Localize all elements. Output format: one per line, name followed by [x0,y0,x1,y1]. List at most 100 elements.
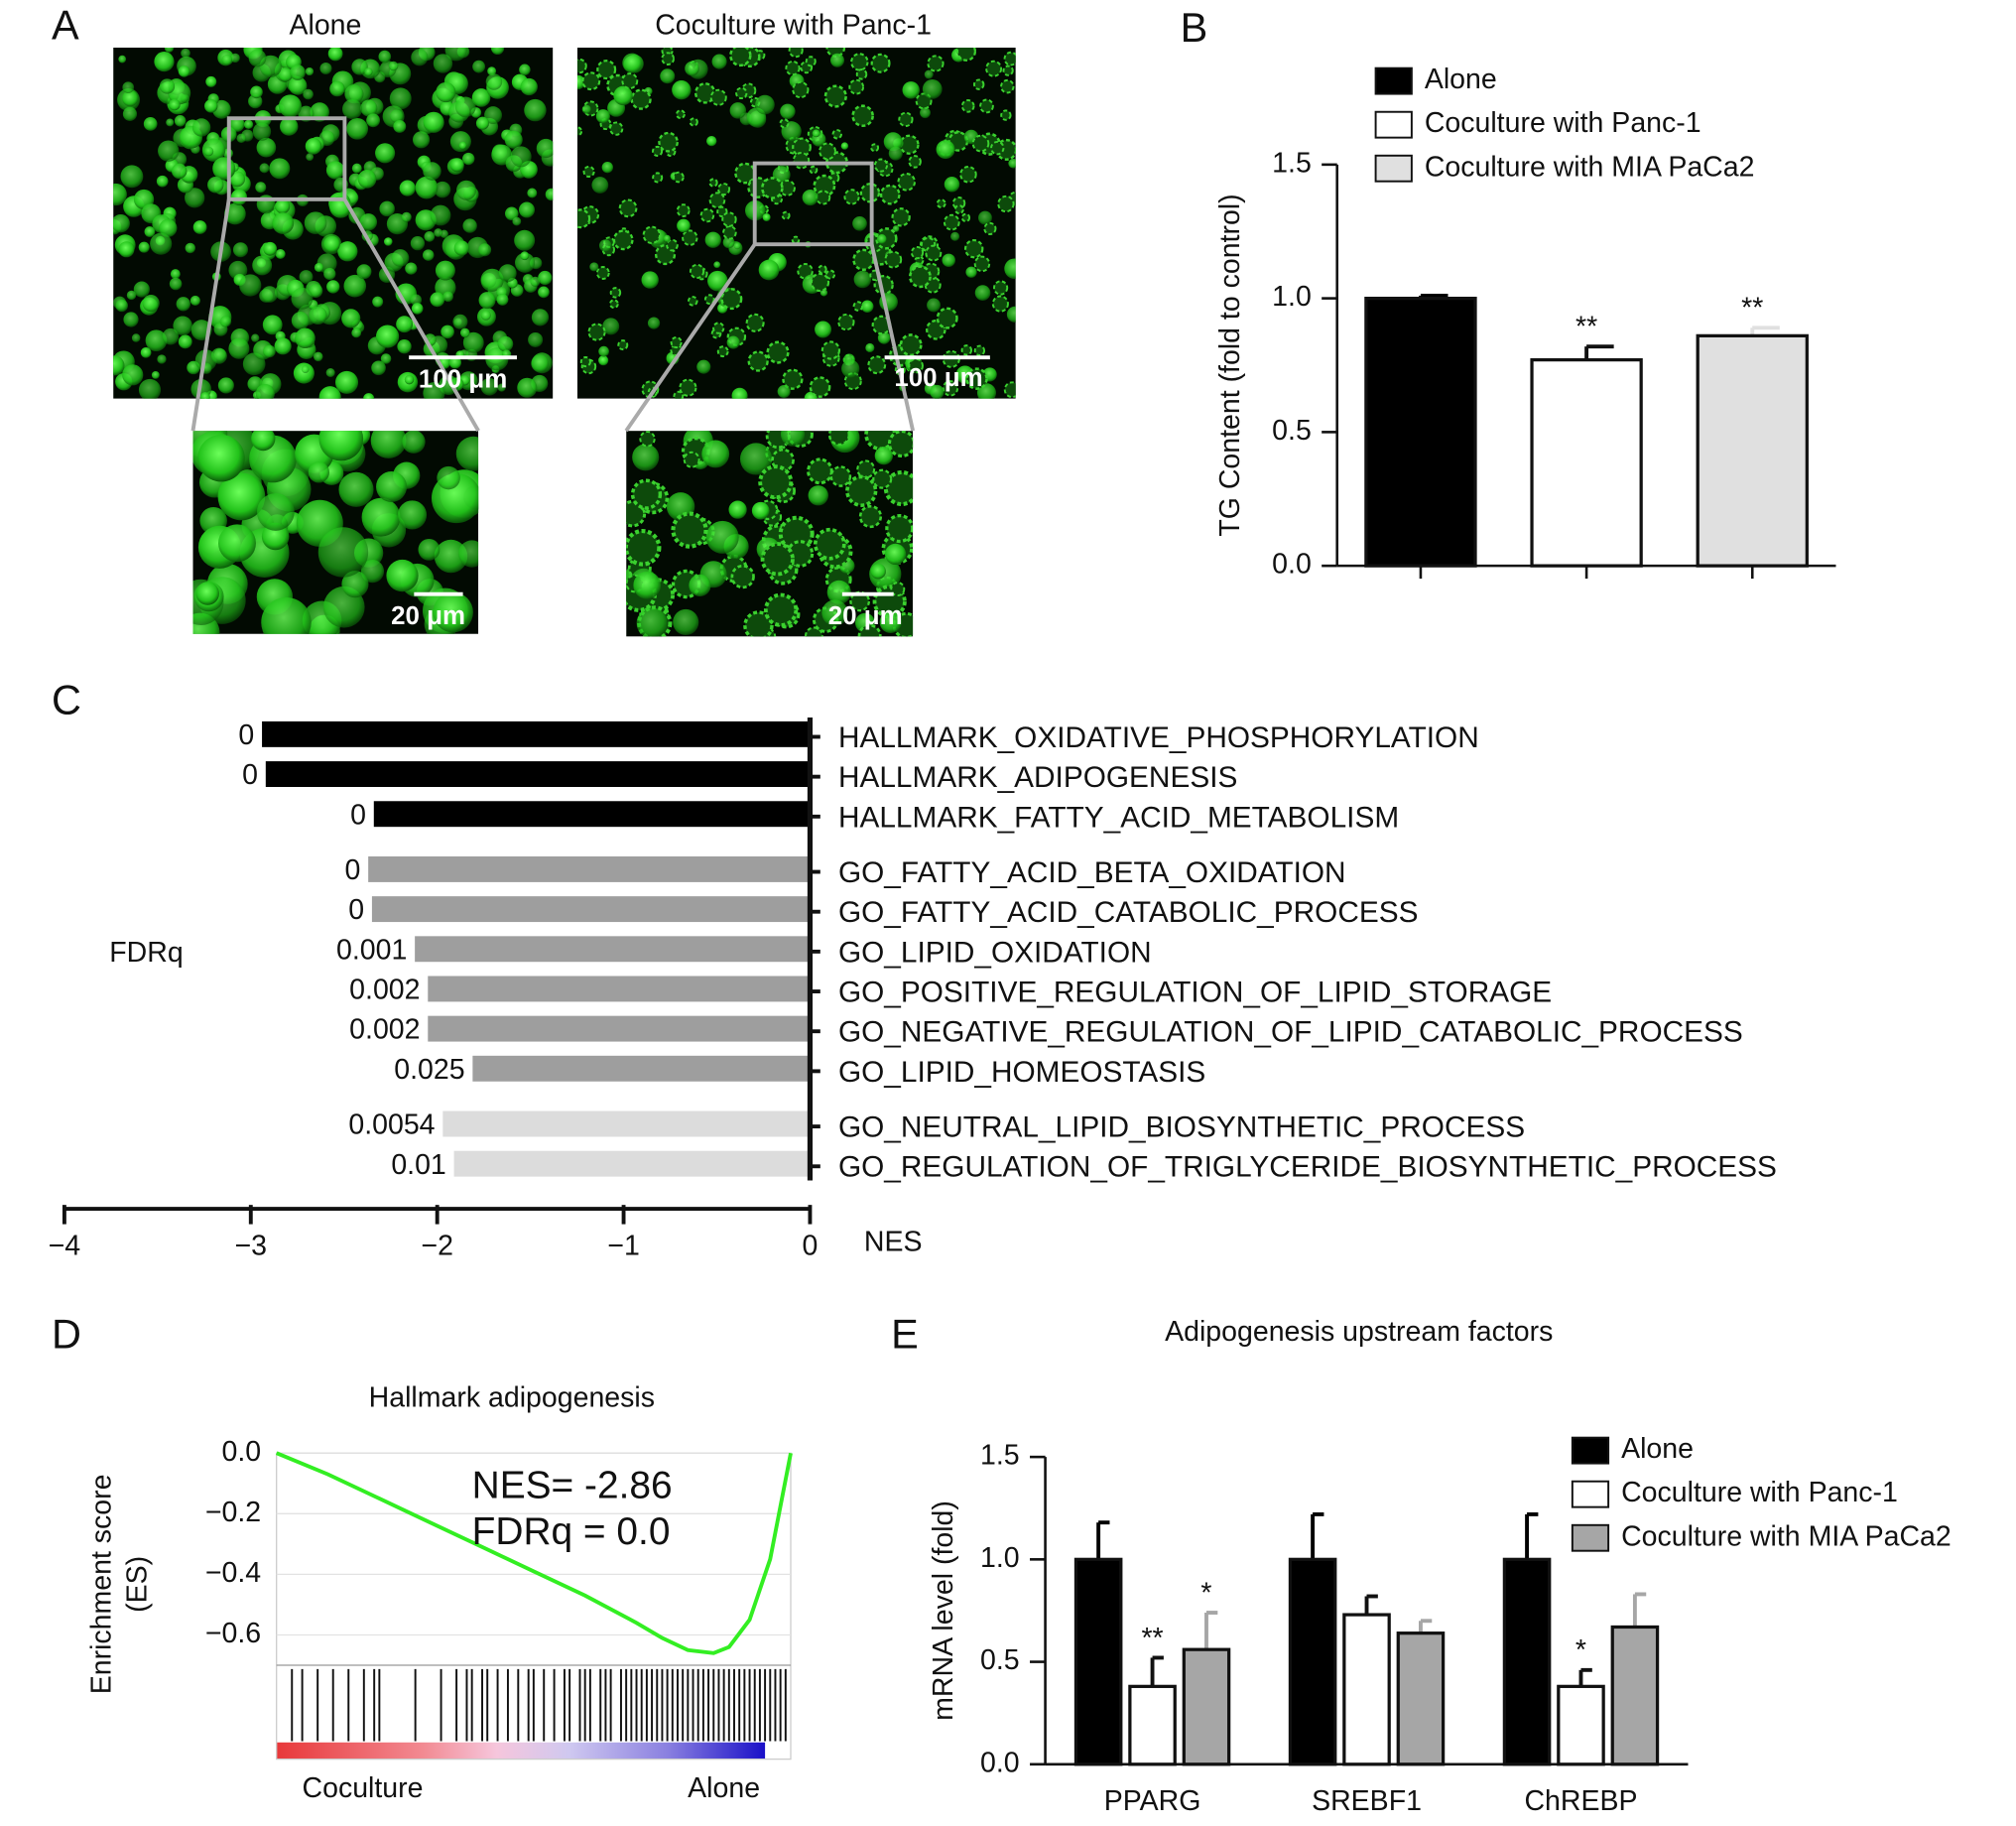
cell [609,299,619,310]
cell [150,232,173,255]
bar [265,761,811,788]
category-label: HALLMARK_OXIDATIVE_PHOSPHORYLATION [838,721,1479,754]
cell [613,85,633,106]
cell [755,94,775,115]
cell [950,231,960,241]
y-tick-label: 0.0 [1272,549,1312,581]
cell [434,539,468,574]
cell [372,296,384,308]
cell [162,327,180,345]
cell [870,143,880,153]
cell [683,451,700,468]
legend-label: Coculture with MIA PaCa2 [1425,151,1755,183]
cell [804,626,823,637]
micrograph-title: Coculture with Panc-1 [655,10,932,42]
cell [423,382,445,399]
cell [178,65,190,77]
cell [317,527,369,578]
cell [709,88,727,106]
cell [383,237,393,246]
cell [985,60,1003,77]
category-label: GO_FATTY_ACID_CATABOLIC_PROCESS [838,896,1419,929]
cell [652,145,664,157]
cell [953,204,964,215]
cell [837,313,855,331]
panel-label: C [52,677,81,723]
cell [884,250,903,269]
cell [879,610,902,633]
cell [411,303,424,315]
cell [821,599,848,626]
cell [890,582,906,597]
cell [239,274,262,297]
cell [338,471,374,507]
cell [528,331,544,347]
cell [716,345,729,358]
cell [852,301,864,312]
fdrq-label: 0.001 [336,934,407,966]
cell [144,226,156,237]
cell [291,312,310,330]
fdrq-label: 0.002 [349,975,420,1006]
cell [346,117,369,140]
cell [113,213,130,233]
y-tick-label: −0.6 [205,1618,261,1649]
bar [262,720,811,747]
cell [113,183,127,206]
cell [261,596,312,634]
cell [728,500,747,519]
cell [228,337,250,359]
cell [452,314,468,329]
y-tick-label: −0.4 [205,1557,261,1589]
cell [263,241,278,256]
cell [449,131,471,153]
cell [176,297,190,312]
cell [883,469,914,507]
cell [601,161,613,174]
cell [538,286,550,299]
cell [305,66,315,76]
x-tick-label: 0 [803,1230,819,1261]
cell [325,368,335,378]
cell [791,235,801,245]
cell [858,504,883,529]
cell [792,80,810,99]
cell [341,309,361,328]
cell [341,571,369,598]
cell [295,327,315,349]
cell [892,225,900,232]
cell [712,322,725,334]
cell [323,235,340,253]
cell [326,280,340,294]
cell [910,245,925,260]
bar [1610,1625,1660,1766]
cell [269,158,291,180]
cell [303,88,314,100]
cell [397,500,428,530]
cell [480,268,504,292]
micrograph-title: Alone [289,10,361,42]
cell [936,198,946,208]
cell [758,259,780,281]
cell [138,378,162,399]
cell [518,201,535,218]
y-tick-label: 0.0 [222,1436,262,1468]
cell [942,380,959,397]
y-axis-label: Enrichment score [85,1475,117,1695]
cell [143,117,158,131]
fdrq-label: 0.025 [394,1054,464,1086]
cell [699,207,715,223]
category-label: GO_REGULATION_OF_TRIGLYCERIDE_BIOSYNTHET… [838,1151,1777,1184]
cell [314,262,324,273]
cell [581,104,591,114]
cell [779,118,790,129]
cell [531,309,550,326]
cell [454,96,476,118]
cell [388,61,399,71]
cell [974,285,991,301]
cell [232,242,249,258]
cell [707,270,728,292]
cell [922,78,943,99]
cell [677,218,691,233]
cell [877,331,891,344]
